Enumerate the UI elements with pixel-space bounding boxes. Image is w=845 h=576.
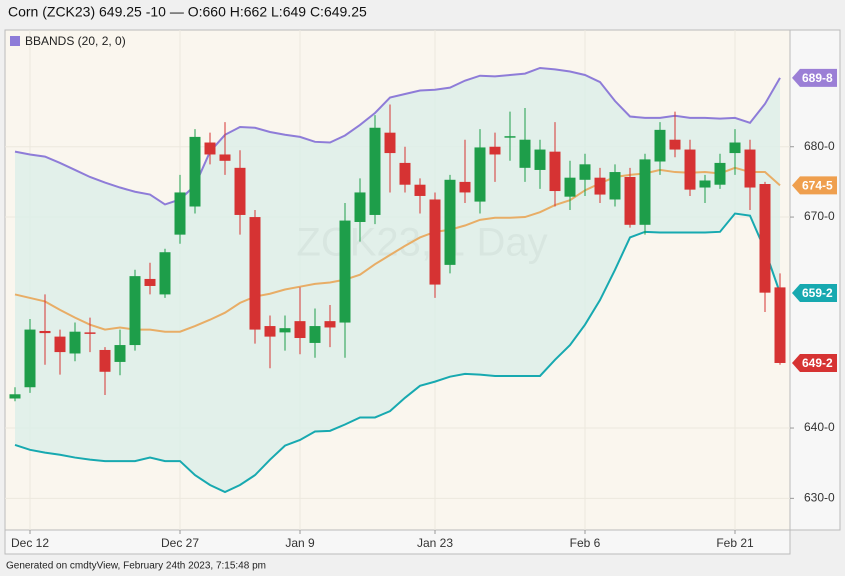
candle-body [144,278,156,286]
price-marker [792,284,837,303]
x-axis-area [4,529,791,555]
candle-body [129,276,141,346]
candle-body [774,287,786,363]
candle-body [639,159,651,225]
y-tick-label: 630-0 [804,491,835,505]
candle-body [459,181,471,193]
candle-body [249,217,261,330]
y-tick-label: 640-0 [804,420,835,434]
price-marker [792,176,837,195]
candle-body [279,328,291,333]
candle-body [624,176,636,225]
candle-body [534,149,546,170]
candle-body [114,345,126,362]
y-tick-label: 670-0 [804,209,835,223]
candle-body [609,172,621,200]
candle-body [504,136,516,138]
candle-body [24,329,36,388]
candle-body [339,220,351,323]
candle-body [444,179,456,265]
candle-body [579,164,591,180]
x-tick-label: Feb 6 [570,536,601,550]
footer: Generated on cmdtyView, February 24th 20… [6,561,266,572]
candle-body [654,129,666,162]
price-marker-label: 689-8 [802,71,833,85]
price-marker-label: 674-5 [802,179,833,193]
price-marker [792,68,837,87]
x-tick-label: Dec 12 [11,536,49,550]
candle-body [489,146,501,155]
legend-swatch [10,36,20,46]
candle-body [549,151,561,192]
band-lower [14,212,781,494]
candle-body [9,394,21,399]
candle-body [69,331,81,354]
candle-body [294,321,306,339]
candle-body [234,167,246,215]
candle-body [399,162,411,185]
candle-body [54,336,66,353]
x-tick-label: Dec 27 [161,536,199,550]
candle-body [564,177,576,197]
candle-body [264,326,276,337]
price-marker-label: 649-2 [802,356,833,370]
candle-body [669,139,681,150]
y-axis-area [789,29,841,531]
candle-body [324,321,336,328]
candle-body [309,326,321,343]
candle-body [174,192,186,235]
y-tick-label: 680-0 [804,139,835,153]
candle-body [354,192,366,222]
candle-body [159,252,171,295]
candle-body [699,180,711,188]
candle-body [99,349,111,372]
chart-title: Corn (ZCK23) 649.25 -10 — O:660 H:662 L:… [8,4,367,20]
candle-body [189,136,201,207]
candle-body [204,142,216,155]
candle-body [39,330,51,334]
candle-body [759,184,771,293]
x-tick-label: Feb 21 [716,536,754,550]
price-marker-label: 659-2 [802,286,833,300]
legend-label: BBANDS (20, 2, 0) [25,34,126,48]
candle-body [84,332,96,334]
band-upper [14,66,781,206]
candle-body [219,154,231,161]
x-tick-label: Jan 9 [285,536,315,550]
x-tick-label: Jan 23 [417,536,453,550]
candle-body [384,132,396,154]
price-marker [792,353,837,372]
candle-body [594,177,606,195]
plot-layer: 630-0 640-0 670-0 680-0 Dec 12 Dec 27 Jan 9 Jan… [5,30,837,550]
candle-body [684,149,696,190]
band-middle [14,166,781,333]
candle-body [744,149,756,188]
candle-body [429,199,441,285]
candle-body [369,127,381,215]
candle-body [414,184,426,196]
candle-body [519,139,531,168]
candle-body [474,147,486,202]
candle-body [729,142,741,154]
candle-body [714,162,726,185]
